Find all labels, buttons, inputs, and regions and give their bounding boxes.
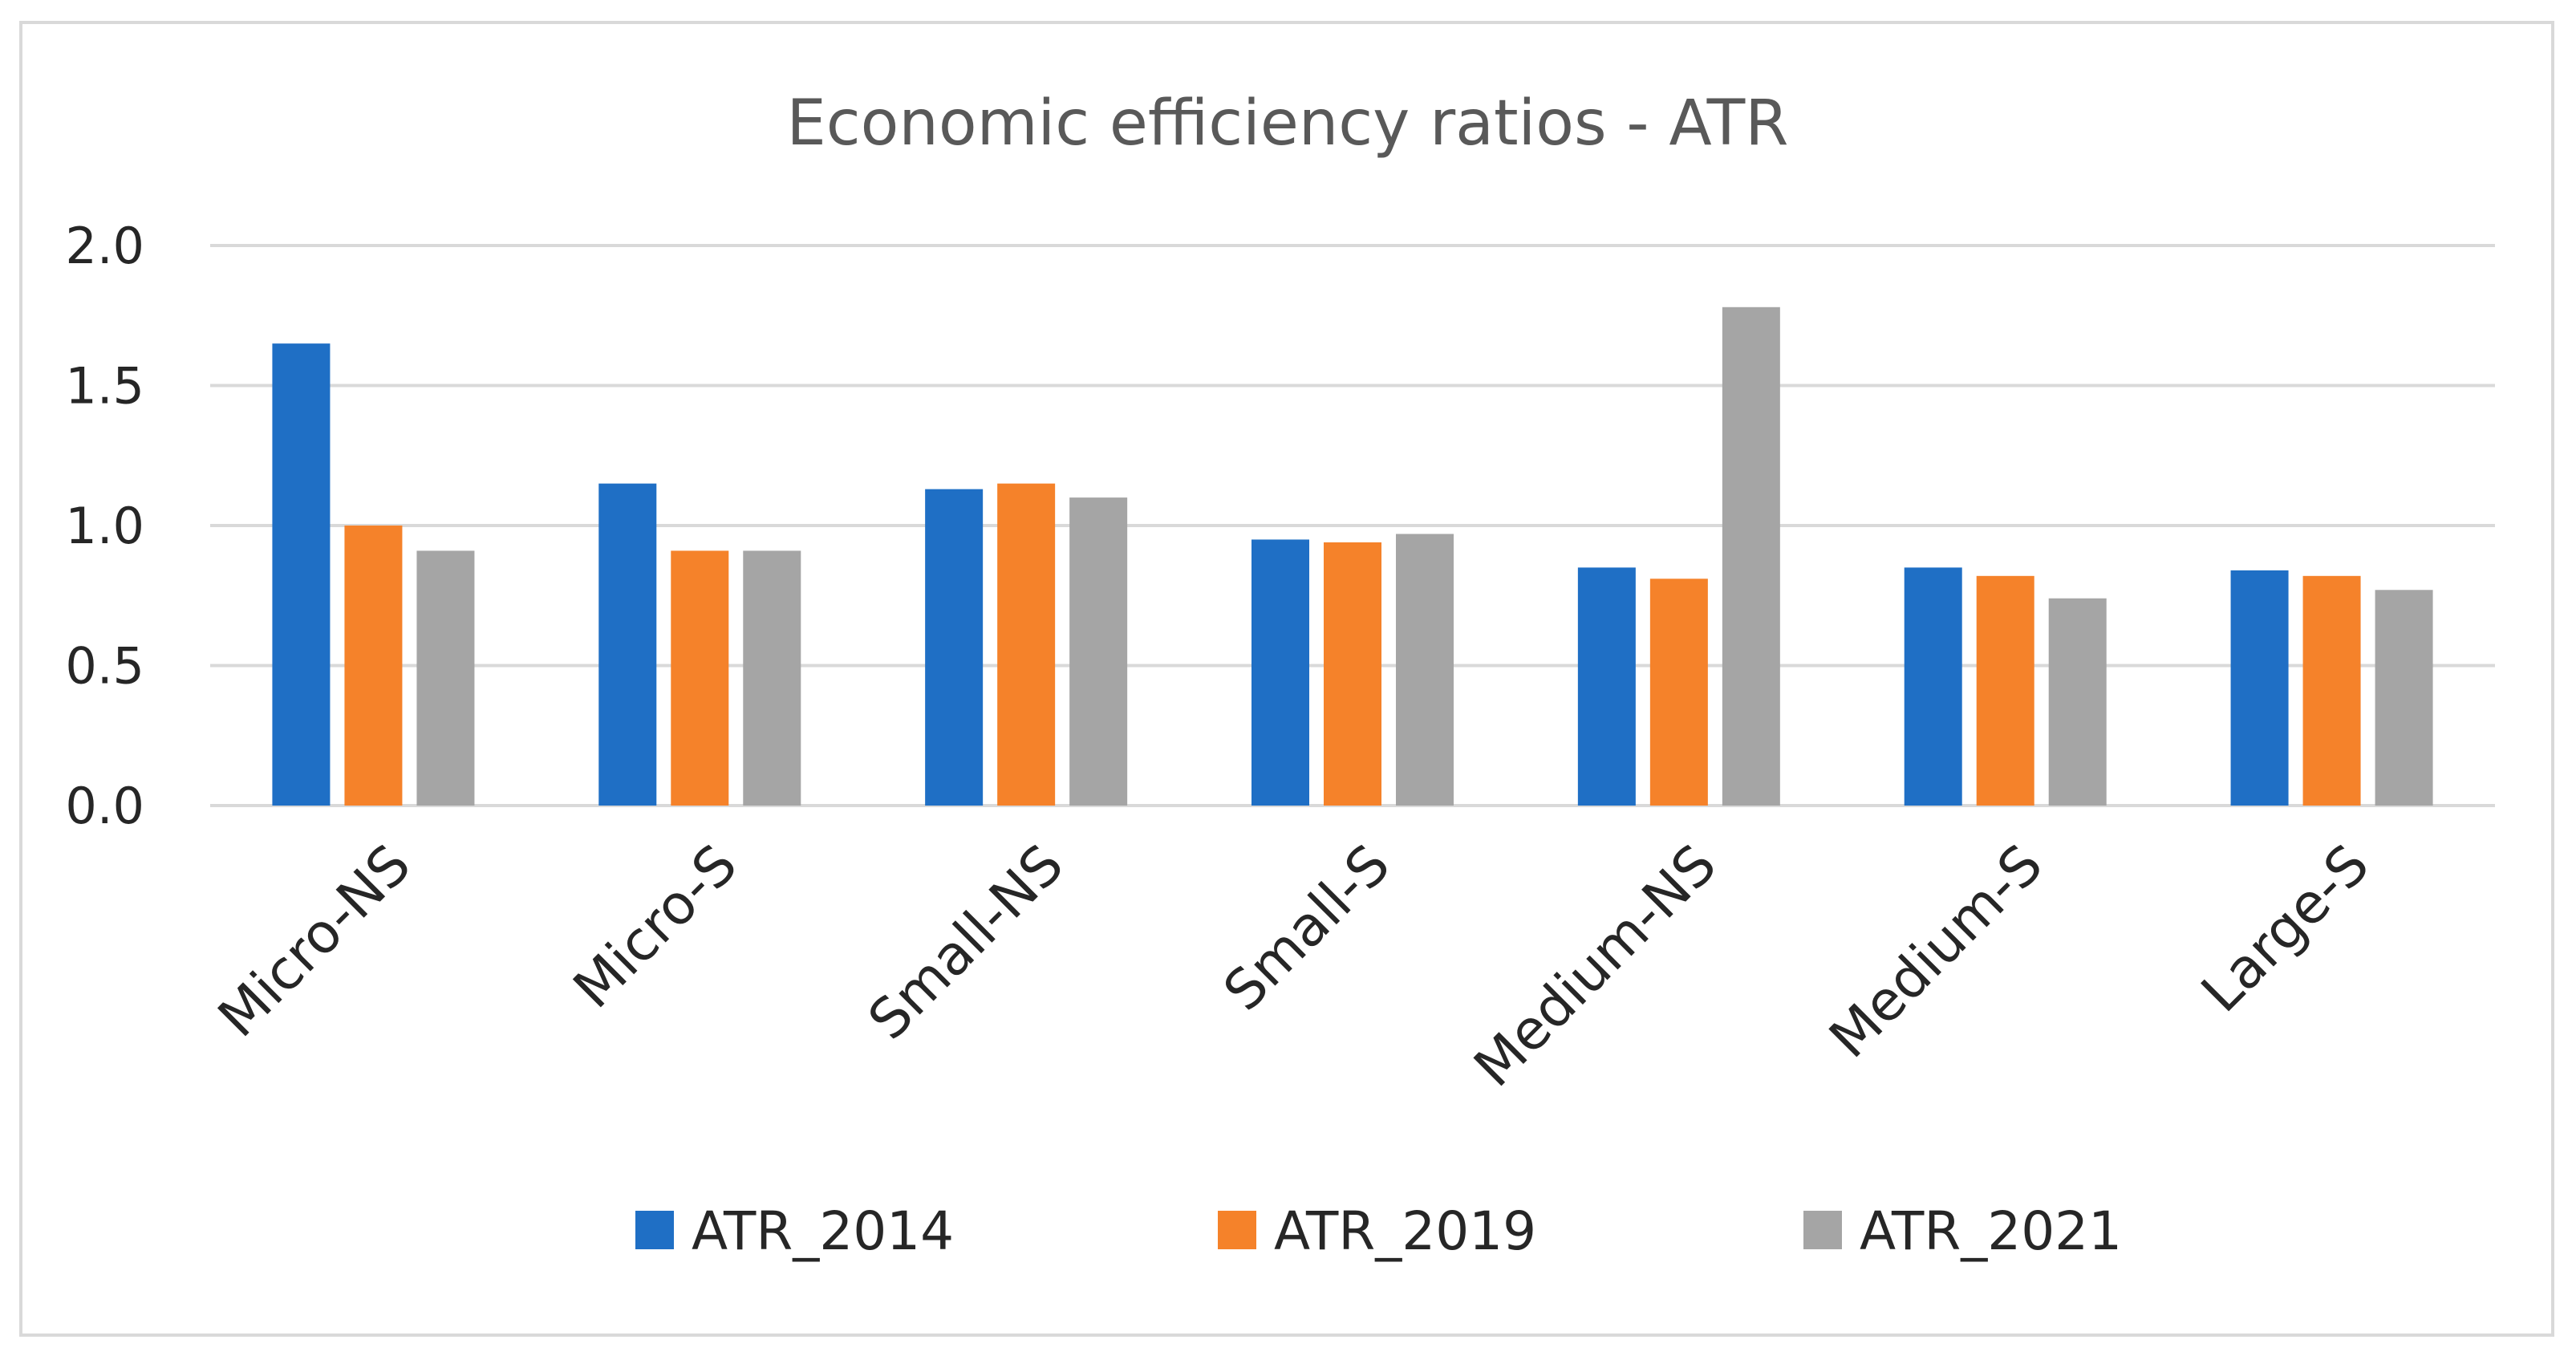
bar-ATR_2019-Medium-S [1976,575,2034,806]
legend-label-ATR_2019: ATR_2019 [1274,1200,1536,1262]
bar-ATR_2014-Large-S [2230,570,2289,806]
bar-ATR_2021-Medium-NS [1722,306,1780,806]
x-category-label: Micro-NS [206,833,423,1049]
x-category-label: Small-S [1212,833,1402,1023]
legend-label-ATR_2021: ATR_2021 [1860,1200,2122,1262]
bar-ATR_2014-Small-S [1251,539,1309,806]
bar-ATR_2019-Small-NS [997,483,1056,806]
bar-ATR_2014-Small-NS [925,489,984,806]
y-tick-label: 2.0 [65,217,144,275]
bar-ATR_2019-Micro-NS [344,526,403,806]
bar-ATR_2021-Small-NS [1069,497,1128,806]
x-category-label: Medium-NS [1462,833,1729,1099]
legend-swatch-ATR_2019 [1218,1211,1256,1249]
bar-ATR_2019-Micro-S [671,550,729,806]
bar-ATR_2021-Small-S [1396,534,1454,806]
bar-ATR_2019-Medium-NS [1649,578,1708,806]
bar-ATR_2021-Micro-NS [416,550,475,806]
bar-ATR_2021-Medium-S [2048,598,2107,806]
y-axis-ticks: 0.0 0.5 1.0 1.5 2.0 [65,217,144,835]
x-category-label: Micro-S [562,833,749,1021]
bar-ATR_2019-Small-S [1324,542,1381,806]
bar-ATR_2019-Large-S [2302,575,2361,806]
legend-swatch-ATR_2014 [635,1211,674,1249]
legend-label-ATR_2014: ATR_2014 [692,1200,954,1262]
legend: ATR_2014 ATR_2019 ATR_2021 [635,1200,2122,1262]
y-tick-label: 0.0 [65,777,144,835]
x-category-label: Small-NS [857,833,1076,1052]
y-tick-label: 1.0 [65,497,144,555]
legend-swatch-ATR_2021 [1803,1211,1842,1249]
y-tick-label: 0.5 [65,637,144,696]
x-category-label: Large-S [2190,833,2382,1025]
bars [272,306,2433,806]
bar-ATR_2014-Medium-NS [1577,567,1636,806]
chart-title: Economic efficiency ratios - ATR [787,87,1789,160]
bar-ATR_2021-Large-S [2375,590,2433,806]
bar-ATR_2014-Medium-S [1904,567,1962,806]
x-category-label: Medium-S [1818,833,2055,1070]
bar-ATR_2014-Micro-NS [272,343,331,806]
x-axis-categories: Micro-NS Micro-S Small-NS Small-S Medium-NS M… [206,833,2381,1099]
bar-ATR_2021-Micro-S [743,550,801,806]
bar-ATR_2014-Micro-S [598,483,657,806]
y-tick-label: 1.5 [65,357,144,416]
